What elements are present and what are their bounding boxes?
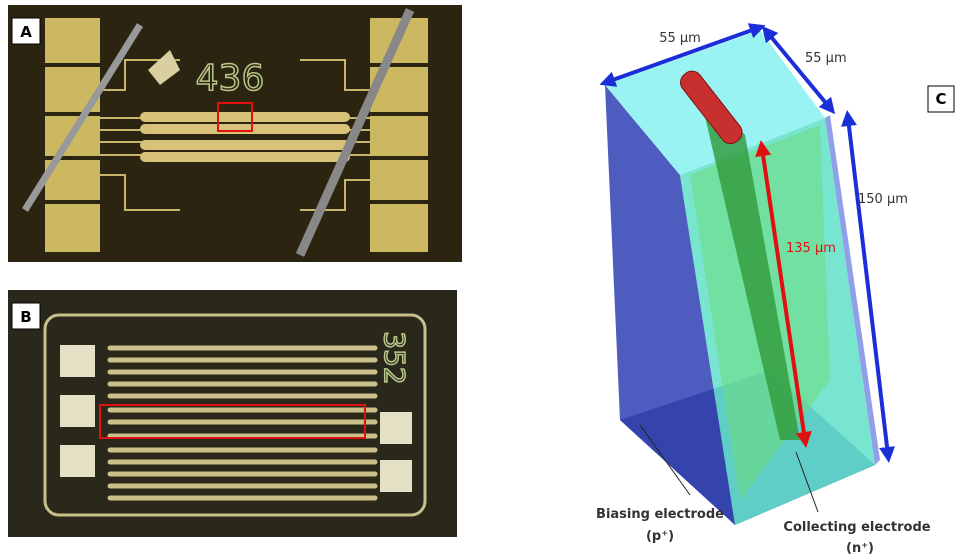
panel-a-photo: 436 (8, 5, 462, 262)
figure: 436 A 352 B (0, 0, 957, 557)
shape (60, 345, 95, 377)
dimension-label: 55 µm (659, 31, 701, 46)
dimension-label: 135 µm (786, 241, 836, 256)
shape (45, 204, 100, 252)
shape (140, 124, 350, 134)
electrode-label: Biasing electrode (596, 507, 724, 522)
panel-label: B (20, 308, 31, 326)
shape (110, 348, 375, 498)
panel-label: A (20, 23, 32, 41)
shape (370, 160, 428, 200)
shape (140, 140, 350, 150)
shape (380, 460, 412, 492)
panel-label: C (935, 90, 946, 108)
shape (60, 395, 95, 427)
dimension-label: 150 µm (858, 192, 908, 207)
chip-number: 436 (196, 58, 265, 99)
electrode-type: (n⁺) (846, 541, 874, 556)
electrode-label: Collecting electrode (783, 520, 930, 535)
shape (380, 412, 412, 444)
dimension-label: 55 µm (805, 51, 847, 66)
shape (370, 204, 428, 252)
shape (60, 445, 95, 477)
shape (45, 18, 100, 63)
chip-number: 352 (378, 331, 411, 384)
panel-b-photo: 352 (8, 290, 457, 537)
shape (140, 112, 350, 122)
pixel-diagram (605, 28, 888, 525)
electrode-type: (p⁺) (646, 529, 674, 544)
shape (370, 116, 428, 156)
shape (140, 152, 350, 162)
